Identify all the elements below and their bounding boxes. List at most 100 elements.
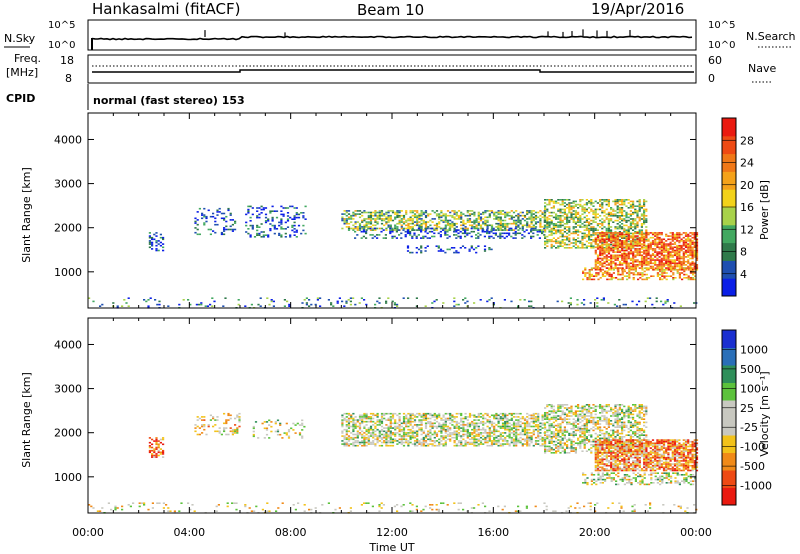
power-cell-7 [638,231,641,233]
power-cell-8 [695,254,699,257]
power-cell-4 [350,227,353,230]
power-cell-7 [568,205,571,207]
velocity-cell-4 [422,430,425,433]
power-cell-5 [468,232,471,235]
power-cell-8 [625,233,628,236]
velocity-cell-4 [356,441,359,444]
velocity-cell-4 [455,436,458,439]
power-cell-3 [284,228,287,230]
power-cell-3 [247,232,250,235]
power-cell-4 [352,224,355,227]
velocity-cell-5 [548,434,551,436]
power-cell-2 [218,211,221,213]
velocity-cell-4 [526,424,529,426]
power-cell-7 [590,219,593,222]
power-cell-7 [574,239,577,241]
velocity-cell-2 [234,432,237,434]
power-cell-4 [473,221,476,223]
power-cell-7 [610,219,613,222]
power-cell-0 [589,302,592,304]
velocity-cell-3 [301,429,304,431]
velocity-cell-4 [473,424,476,426]
power-cell-7 [552,223,555,225]
power-cell-4 [484,216,487,219]
velocity-cell-4 [435,432,439,434]
velocity-cell-5 [550,418,553,420]
velocity-cell-4 [361,417,364,420]
power-cell-8 [612,257,615,260]
velocity-cell-4 [532,417,535,420]
velocity-cell-4 [504,424,507,426]
power-cell-7 [557,226,560,228]
velocity-cell-1 [155,437,158,439]
velocity-cell-5 [563,437,566,440]
power-cell-4 [526,210,529,212]
power-cell-5 [481,230,484,233]
velocity-cell-4 [475,428,478,431]
velocity-cell-4 [512,422,516,425]
velocity-cell-4 [466,435,469,437]
power-cell-8 [610,246,613,249]
velocity-cell-0 [360,504,363,506]
power-cell-4 [358,222,362,225]
velocity-cell-4 [365,444,368,447]
velocity-cell-4 [361,436,364,439]
velocity-cell-4 [411,436,414,439]
power-cell-8 [671,268,674,271]
velocity-cell-5 [563,429,566,432]
velocity-cell-4 [486,440,489,442]
power-cell-4 [449,226,452,228]
velocity-cell-4 [479,420,483,423]
velocity-cell-4 [512,435,516,437]
power-cell-7 [645,219,648,222]
power-cell-0 [664,302,667,304]
power-cell-9 [617,270,620,273]
power-cell-4 [424,222,428,225]
velocity-cell-5 [548,418,551,420]
power-cell-7 [555,223,558,225]
power-cell-4 [367,222,370,225]
velocity-cell-4 [506,443,509,445]
power-cell-0 [385,302,388,304]
velocity-cell-3 [263,421,266,423]
velocity-cell-5 [544,442,547,444]
power-cell-4 [530,214,533,217]
power-cell-5 [431,230,434,233]
velocity-cell-4 [347,443,351,445]
power-cell-8 [660,240,663,242]
power-cell-2 [223,227,226,229]
power-cell-6 [406,247,410,249]
velocity-cell-4 [429,430,432,433]
power-cell-7 [568,210,571,212]
power-cell-7 [548,223,551,225]
velocity-cell-3 [270,421,273,423]
power-cell-4 [418,221,421,223]
power-cell-2 [225,228,228,231]
velocity-cell-5 [559,439,562,441]
power-cell-4 [427,226,430,228]
power-cell-8 [623,268,626,271]
nsearch-top-tick: 10^5 [708,20,735,31]
power-cell-0 [99,305,102,307]
power-cell-4 [418,229,421,231]
power-cell-4 [347,226,351,228]
velocity-cell-4 [486,412,489,415]
power-cell-5 [510,235,513,238]
velocity-cell-4 [361,430,364,433]
power-cell-4 [396,211,399,214]
velocity-cell-4 [354,427,357,429]
power-cell-7 [610,229,613,231]
power-cell-8 [607,238,611,241]
power-cell-7 [572,219,575,222]
power-cell-7 [572,232,575,235]
velocity-cell-4 [444,419,447,421]
power-cell-8 [596,268,600,271]
velocity-cell-4 [402,435,406,437]
power-cell-7 [599,203,602,206]
power-cell-4 [462,222,465,225]
power-cell-4 [497,222,500,225]
velocity-cell-4 [341,435,344,437]
power-cell-7 [546,223,549,225]
power-cell-8 [607,246,611,249]
velocity-cell-5 [550,448,553,451]
